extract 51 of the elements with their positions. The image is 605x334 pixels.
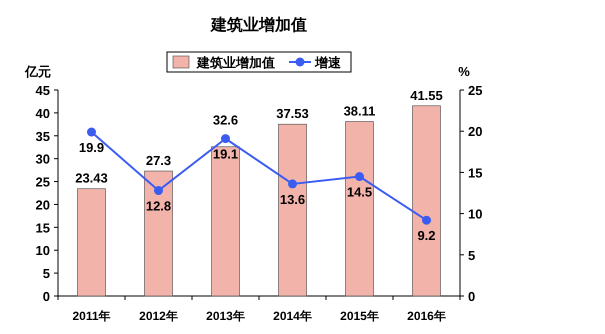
y-tick-label: 35 xyxy=(36,128,50,144)
x-tick-label: 2013年 xyxy=(206,309,245,323)
data-label: 12.8 xyxy=(146,198,172,214)
y-tick-label: 20 xyxy=(36,197,50,212)
data-label: 9.2 xyxy=(417,228,436,244)
data-label: 14.5 xyxy=(346,184,372,200)
y2-tick-label: 10 xyxy=(468,206,482,222)
chart-title: 建筑业增加值 xyxy=(209,16,307,34)
data-label: 41.55 xyxy=(410,88,443,103)
point xyxy=(154,186,163,196)
legend-label: 增速 xyxy=(314,55,342,70)
x-tick-label: 2015年 xyxy=(340,309,379,323)
y-tick-label: 30 xyxy=(36,152,50,167)
point xyxy=(355,172,364,182)
x-tick-label: 2011年 xyxy=(72,309,111,323)
bar xyxy=(144,170,173,296)
data-label: 37.53 xyxy=(276,106,309,122)
legend-label: 建筑业增加值 xyxy=(196,55,275,70)
y-axis-title: 亿元 xyxy=(24,64,51,79)
x-tick-label: 2012年 xyxy=(139,309,178,323)
y-tick-label: 5 xyxy=(42,266,50,282)
x-tick-label: 2016年 xyxy=(407,309,446,323)
y2-tick-label: 15 xyxy=(468,165,482,180)
y-tick-label: 0 xyxy=(42,289,50,304)
x-tick-label: 2014年 xyxy=(273,309,312,323)
y-tick-label: 45 xyxy=(36,83,50,98)
data-label: 27.3 xyxy=(146,153,172,168)
y-tick-label: 25 xyxy=(36,174,50,190)
data-label: 19.1 xyxy=(212,146,238,162)
y-tick-label: 10 xyxy=(36,243,50,258)
point xyxy=(87,128,96,137)
data-label: 19.9 xyxy=(78,140,104,156)
y2-tick-label: 25 xyxy=(468,83,482,98)
y2-tick-label: 5 xyxy=(468,248,476,263)
data-label: 38.11 xyxy=(344,104,376,119)
data-label: 32.6 xyxy=(212,112,238,128)
point xyxy=(221,134,230,144)
bar xyxy=(211,146,240,296)
point xyxy=(288,179,297,188)
y2-tick-label: 20 xyxy=(468,124,482,140)
point xyxy=(422,216,431,225)
bar xyxy=(345,121,374,296)
bar xyxy=(77,188,106,296)
data-label: 23.43 xyxy=(75,170,108,186)
bar xyxy=(412,105,441,296)
data-label: 13.6 xyxy=(280,192,306,207)
y2-axis-title: % xyxy=(458,64,470,79)
y-tick-label: 15 xyxy=(36,220,50,236)
y2-tick-label: 0 xyxy=(468,289,476,304)
bar xyxy=(278,124,307,296)
y-tick-label: 40 xyxy=(36,106,50,121)
